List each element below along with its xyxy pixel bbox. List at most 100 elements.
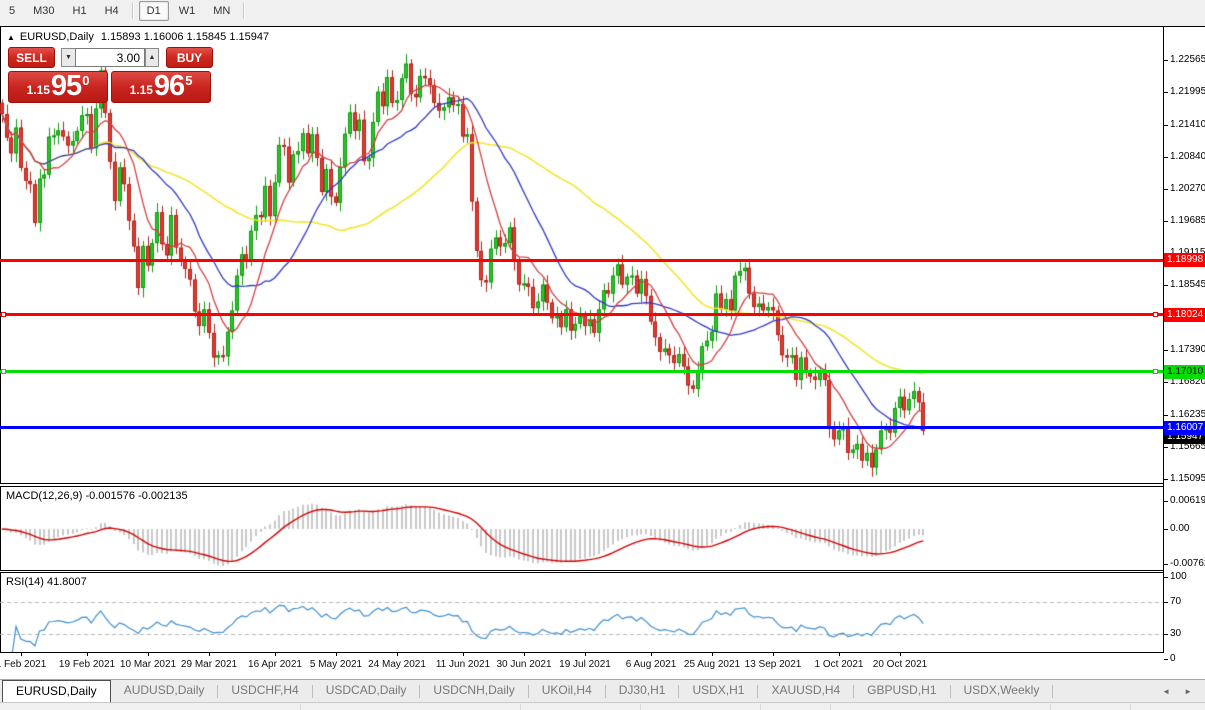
- date-label: 5 May 2021: [309, 659, 363, 670]
- tab-separator: [419, 684, 421, 698]
- price-tick-label: 1.21410: [1170, 119, 1205, 130]
- buy-price-button[interactable]: 1.15 96 5: [111, 71, 211, 103]
- date-tick-mark: [524, 653, 525, 656]
- horizontal-line-1.18024[interactable]: [0, 313, 1163, 316]
- rsi-indicator-chart[interactable]: [0, 573, 1163, 652]
- macd-tick-label: 0.00: [1170, 523, 1190, 534]
- macd-tick-label: 0.006193: [1170, 495, 1205, 506]
- chart-tab-gbpusd-h1[interactable]: GBPUSD,H1: [867, 683, 937, 697]
- chart-tab-usdx-weekly[interactable]: USDX,Weekly: [963, 683, 1040, 697]
- status-bar-divider: [1130, 704, 1131, 710]
- chart-tab-usdcad-daily[interactable]: USDCAD,Daily: [325, 683, 407, 697]
- price-tick-label: 1.16820: [1170, 376, 1205, 387]
- collapse-panel-icon[interactable]: ▲: [7, 32, 15, 42]
- date-label: 16 Apr 2021: [248, 659, 302, 670]
- chart-tab-usdcnh-daily[interactable]: USDCNH,Daily: [433, 683, 515, 697]
- timeframe-button-m30[interactable]: M30: [33, 5, 55, 17]
- sell-price-prefix: 1.15: [26, 83, 50, 97]
- price-tick-mark: [1164, 382, 1168, 383]
- chart-tab-dj30-h1[interactable]: DJ30,H1: [618, 683, 666, 697]
- tab-separator: [853, 684, 855, 698]
- status-bar: [0, 702, 1205, 710]
- date-tick-mark: [87, 653, 88, 656]
- date-tick-mark: [397, 653, 398, 656]
- timeframe-button-w1[interactable]: W1: [178, 5, 196, 17]
- chart-tab-usdx-h1[interactable]: USDX,H1: [692, 683, 745, 697]
- chart-tab-ukoil-h4[interactable]: UKOil,H4: [541, 683, 592, 697]
- buy-button[interactable]: BUY: [166, 47, 213, 68]
- date-tick-mark: [773, 653, 774, 656]
- rsi-tick-mark: [1164, 634, 1168, 635]
- timeframe-button-h4[interactable]: H4: [104, 5, 119, 17]
- tab-separator: [604, 684, 606, 698]
- timeframe-button-d1[interactable]: D1: [138, 1, 169, 21]
- chart-tab-usdchf-h4[interactable]: USDCHF,H4: [231, 683, 299, 697]
- rsi-tick-label: 70: [1170, 596, 1182, 607]
- macd-tick-mark: [1164, 529, 1168, 530]
- price-axis[interactable]: 1.22565 1.21995 1.21410 1.20840 1.20270 1.196…: [1163, 27, 1205, 680]
- chart-tab-xauusd-h4[interactable]: XAUUSD,H4: [771, 683, 841, 697]
- panel-separator[interactable]: [0, 570, 1163, 573]
- price-tick-mark: [1164, 447, 1168, 448]
- price-tick-mark: [1164, 189, 1168, 190]
- timeframe-button-mn[interactable]: MN: [213, 5, 231, 17]
- buy-price-prefix: 1.15: [129, 83, 153, 97]
- price-tick-mark: [1164, 350, 1168, 351]
- time-axis-line: [0, 652, 1163, 653]
- status-bar-divider: [520, 704, 521, 710]
- chart-window: ▲ EURUSD,Daily 1.15893 1.16006 1.15845 1…: [0, 26, 1205, 680]
- rsi-tick-mark: [1164, 602, 1168, 603]
- timeframe-toolbar: 5 M30 H1 H4 D1 W1 MN: [0, 0, 1205, 27]
- main-price-chart[interactable]: [0, 28, 1163, 483]
- volume-increase-button[interactable]: ▲: [145, 48, 159, 67]
- tab-separator: [949, 684, 951, 698]
- volume-input[interactable]: [75, 48, 145, 67]
- line-handle-right-1.17010[interactable]: [1153, 369, 1158, 374]
- sell-button[interactable]: SELL: [8, 47, 55, 68]
- tab-separator: [678, 684, 680, 698]
- volume-decrease-button[interactable]: ▼: [61, 48, 75, 67]
- horizontal-line-1.16007[interactable]: [0, 426, 1163, 429]
- price-tick-mark: [1164, 157, 1168, 158]
- price-tick-label: 1.20270: [1170, 183, 1205, 194]
- one-click-trade-panel: SELL ▼ ▲ BUY 1.15 95 0 1.15 96 5: [8, 46, 214, 103]
- line-handle-right-1.18024[interactable]: [1153, 312, 1158, 317]
- horizontal-line-1.17010[interactable]: [0, 370, 1163, 373]
- price-tick-label: 1.19115: [1170, 247, 1205, 258]
- price-tick-label: 1.15665: [1170, 441, 1205, 452]
- date-label: 30 Jun 2021: [496, 659, 552, 670]
- chart-tab-eurusd-daily[interactable]: EURUSD,Daily: [2, 680, 111, 702]
- macd-tick-mark: [1164, 501, 1168, 502]
- price-tick-label: 1.21995: [1170, 86, 1205, 97]
- horizontal-line-1.18998[interactable]: [0, 259, 1163, 262]
- buy-price-sup: 5: [185, 73, 193, 88]
- date-label: 6 Aug 2021: [625, 659, 677, 670]
- tab-scroll-right-icon[interactable]: ►: [1184, 686, 1192, 696]
- macd-indicator-chart[interactable]: [0, 487, 1163, 570]
- price-tick-label: 1.18545: [1170, 279, 1205, 290]
- panel-separator[interactable]: [0, 483, 1163, 487]
- timeframe-button-5[interactable]: 5: [9, 5, 16, 17]
- price-tick-label: 1.22565: [1170, 54, 1205, 65]
- date-axis[interactable]: 1 Feb 2021 19 Feb 2021 10 Mar 2021 29 Mar 2…: [0, 653, 1163, 680]
- line-handle-left-1.18024[interactable]: [1, 312, 6, 317]
- price-tick-mark: [1164, 60, 1168, 61]
- rsi-tick-label: 0: [1170, 653, 1176, 664]
- timeframe-button-h1[interactable]: H1: [72, 5, 87, 17]
- chart-tab-audusd-daily[interactable]: AUDUSD,Daily: [123, 683, 205, 697]
- tab-separator: [217, 684, 219, 698]
- buy-price-big: 96: [153, 70, 185, 102]
- date-label: 13 Sep 2021: [744, 659, 802, 670]
- date-label: 19 Jul 2021: [559, 659, 611, 670]
- tab-separator: [311, 684, 313, 698]
- chart-header: ▲ EURUSD,Daily 1.15893 1.16006 1.15845 1…: [7, 31, 269, 43]
- chart-symbol-label: EURUSD,Daily: [19, 31, 94, 43]
- tab-scroll-left-icon[interactable]: ◄: [1162, 686, 1171, 696]
- sell-price-button[interactable]: 1.15 95 0: [8, 71, 108, 103]
- price-tick-label: 1.17390: [1170, 344, 1205, 355]
- line-handle-left-1.17010[interactable]: [1, 369, 6, 374]
- timeframe-buttons: 5 M30 H1 H4 D1 W1 MN: [0, 0, 249, 22]
- status-bar-divider: [640, 704, 641, 710]
- date-label: 20 Oct 2021: [872, 659, 928, 670]
- line-price-label-1.16007: 1.16007: [1164, 421, 1205, 435]
